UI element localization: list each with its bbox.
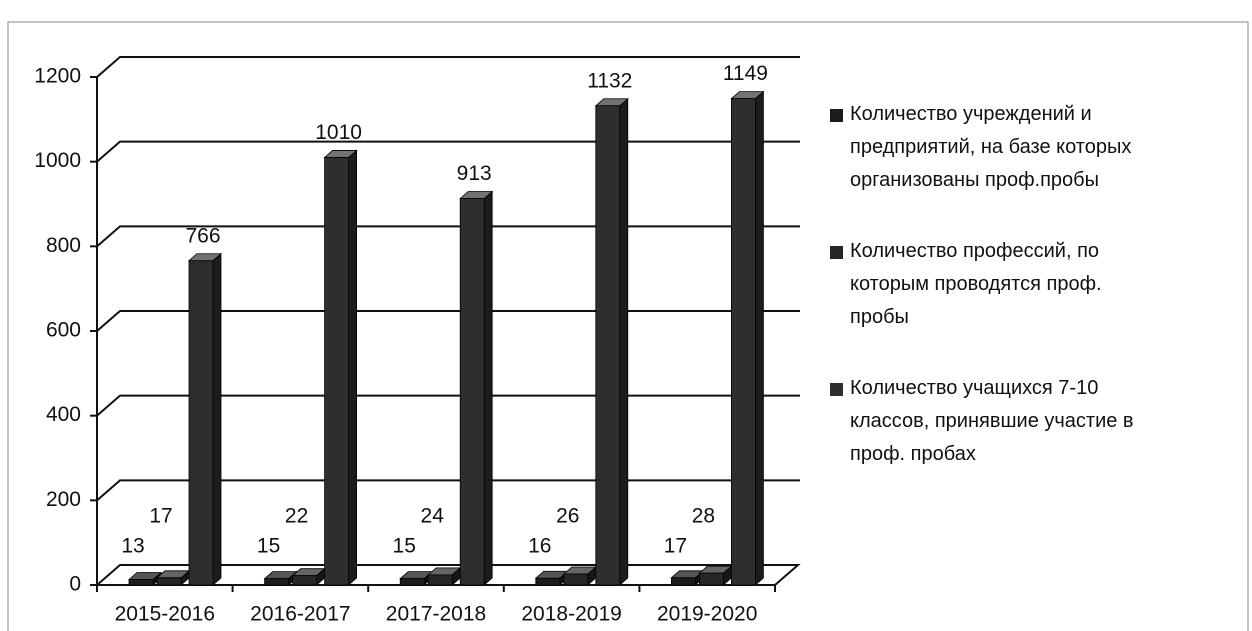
legend-item: Количество учреждений и предприятий, на … bbox=[828, 98, 1158, 197]
data-label: 913 bbox=[457, 162, 492, 185]
data-label: 1010 bbox=[315, 121, 362, 144]
bar-front bbox=[459, 198, 485, 586]
data-label: 15 bbox=[393, 535, 416, 558]
y-tick-label: 0 bbox=[69, 573, 81, 596]
data-label: 1149 bbox=[723, 62, 768, 85]
bar bbox=[562, 566, 597, 586]
grid-line bbox=[96, 394, 800, 417]
legend-label: Количество профессий, по которым проводя… bbox=[850, 240, 1102, 328]
data-label: 1132 bbox=[587, 69, 632, 92]
bar bbox=[698, 565, 733, 586]
bar-side bbox=[483, 190, 493, 586]
bar-front bbox=[188, 260, 214, 586]
x-tick-label: 2016-2017 bbox=[250, 603, 350, 626]
bar-side bbox=[212, 252, 222, 586]
bar bbox=[291, 567, 326, 586]
bar-front bbox=[427, 574, 453, 586]
bar-front bbox=[731, 98, 756, 586]
y-tick-label: 600 bbox=[46, 319, 81, 342]
bar-front bbox=[595, 105, 621, 586]
data-label: 24 bbox=[421, 505, 445, 528]
data-label: 28 bbox=[692, 505, 715, 528]
bar-front bbox=[535, 577, 561, 586]
bar-side bbox=[755, 90, 764, 586]
x-tick-label: 2018-2019 bbox=[521, 603, 621, 626]
legend-item: Количество профессий, по которым проводя… bbox=[828, 235, 1158, 334]
grid-line bbox=[96, 225, 800, 248]
grid-line bbox=[96, 310, 800, 332]
grid-line bbox=[96, 56, 800, 78]
legend-item: Количество учащихся 7-10 классов, приняв… bbox=[828, 372, 1158, 471]
data-label: 22 bbox=[285, 505, 308, 528]
data-label: 17 bbox=[664, 535, 687, 558]
y-tick-label: 200 bbox=[46, 488, 81, 511]
y-tick-label: 800 bbox=[46, 234, 81, 257]
legend-swatch bbox=[830, 246, 843, 259]
bar bbox=[594, 97, 629, 586]
bar-front bbox=[264, 578, 290, 586]
bar-front bbox=[324, 157, 350, 586]
bar-front bbox=[671, 577, 696, 586]
legend-label: Количество учреждений и предприятий, на … bbox=[850, 103, 1132, 191]
data-label: 16 bbox=[528, 535, 551, 558]
data-label: 766 bbox=[185, 224, 220, 247]
data-label: 15 bbox=[257, 535, 280, 558]
bar-front bbox=[563, 573, 589, 586]
bar-front bbox=[292, 575, 318, 586]
grid-line bbox=[96, 479, 800, 502]
bar bbox=[459, 190, 494, 586]
x-tick-label: 2015-2016 bbox=[115, 603, 215, 626]
grid-line bbox=[96, 140, 800, 163]
data-label: 26 bbox=[556, 505, 579, 528]
legend-swatch bbox=[830, 383, 843, 396]
bar bbox=[730, 90, 765, 586]
x-tick-label: 2019-2020 bbox=[657, 603, 757, 626]
bar-front bbox=[156, 577, 182, 586]
bar-front bbox=[128, 579, 154, 586]
bar bbox=[427, 566, 462, 586]
bar-front bbox=[399, 578, 425, 586]
bar bbox=[323, 149, 358, 586]
legend: Количество учреждений и предприятий, на … bbox=[828, 98, 1158, 509]
data-label: 17 bbox=[149, 505, 172, 528]
x-tick-label: 2017-2018 bbox=[386, 603, 486, 626]
y-tick-label: 1200 bbox=[34, 65, 81, 88]
bar bbox=[187, 252, 223, 586]
y-tick-label: 400 bbox=[46, 403, 81, 426]
y-tick-label: 1000 bbox=[34, 149, 81, 172]
legend-label: Количество учащихся 7-10 классов, приняв… bbox=[850, 377, 1134, 465]
legend-swatch bbox=[830, 109, 843, 122]
bar bbox=[155, 569, 191, 586]
bar-side bbox=[619, 97, 629, 586]
bar-side bbox=[348, 149, 358, 586]
bar-front bbox=[699, 572, 724, 586]
data-label: 13 bbox=[121, 535, 144, 558]
chart-frame bbox=[7, 21, 1249, 631]
